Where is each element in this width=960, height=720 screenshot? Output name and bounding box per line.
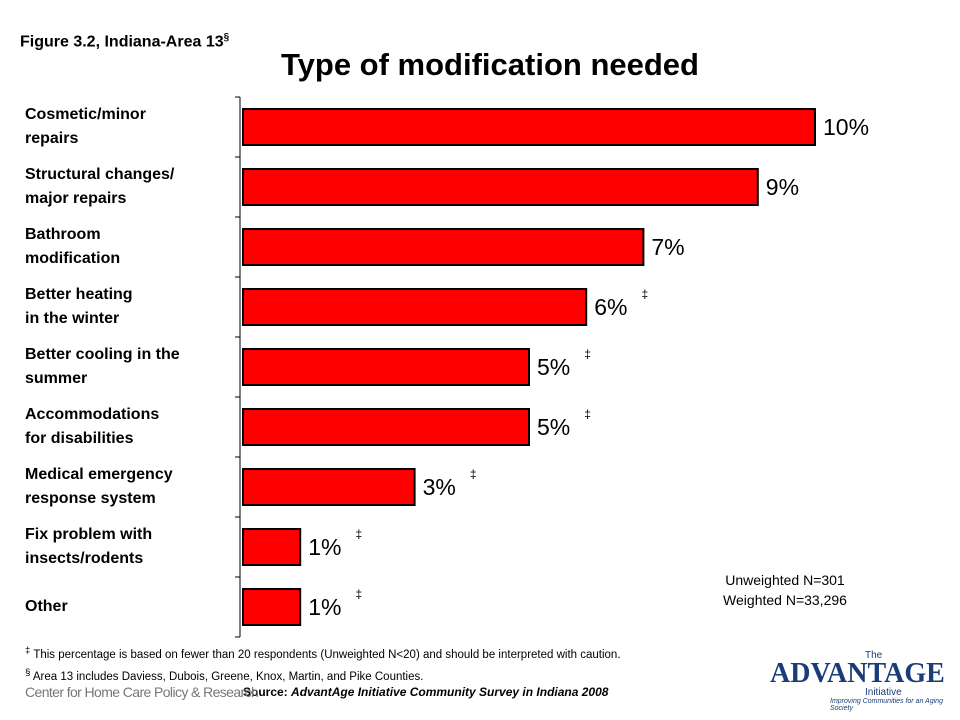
bar xyxy=(242,228,645,266)
value-label: 5% xyxy=(537,414,570,440)
value-note: ‡ xyxy=(584,407,591,421)
value-label: 10% xyxy=(823,114,869,140)
logo-right: The ADVANTAGE Initiative Improving Commu… xyxy=(770,650,950,712)
bar xyxy=(242,528,302,566)
bar xyxy=(242,348,530,386)
category-label: Fix problem with insects/rodents xyxy=(25,526,153,567)
logo-sub: Initiative xyxy=(865,687,902,698)
sample-note: Weighted N=33,296 xyxy=(723,592,847,608)
category-label: Bathroom modification xyxy=(25,226,121,267)
value-note: ‡ xyxy=(355,587,362,601)
logo-pre: The xyxy=(865,650,883,661)
figure-label: Figure 3.2, Indiana-Area 13§ xyxy=(20,32,229,51)
footnote-mark: § xyxy=(25,666,31,678)
value-label: 1% xyxy=(308,534,341,560)
category-label: Accommodations for disabilities xyxy=(25,406,160,447)
footnotes: ‡ This percentage is based on fewer than… xyxy=(25,642,621,686)
bar xyxy=(242,108,816,146)
footnote: § Area 13 includes Daviess, Dubois, Gree… xyxy=(25,664,621,686)
bar xyxy=(242,288,588,326)
value-note: ‡ xyxy=(355,527,362,541)
bar xyxy=(242,588,302,626)
category-label: Medical emergency response system xyxy=(25,466,173,507)
bar xyxy=(242,468,416,506)
logo-tagline: Improving Communities for an Aging Socie… xyxy=(830,698,943,712)
category-label: Other xyxy=(25,598,68,615)
source: Source: AdvantAge Initiative Community S… xyxy=(243,685,608,699)
value-label: 1% xyxy=(308,594,341,620)
footnote: ‡ This percentage is based on fewer than… xyxy=(25,642,621,664)
value-label: 5% xyxy=(537,354,570,380)
category-label: Better cooling in the summer xyxy=(25,346,180,387)
value-label: 9% xyxy=(766,174,799,200)
category-label: Structural changes/ major repairs xyxy=(25,166,175,207)
category-label: Cosmetic/minor repairs xyxy=(25,106,146,147)
bar xyxy=(242,408,530,446)
value-label: 7% xyxy=(651,234,684,260)
sample-note: Unweighted N=301 xyxy=(725,572,845,588)
source-label: Source: xyxy=(243,685,288,699)
chart-title: Type of modification needed xyxy=(281,47,699,82)
bar xyxy=(242,168,759,206)
value-note: ‡ xyxy=(584,347,591,361)
sample-notes: Unweighted N=301 Weighted N=33,296 xyxy=(695,570,875,610)
footnote-text: Area 13 includes Daviess, Dubois, Greene… xyxy=(32,670,424,683)
figure-label-text: Figure 3.2, Indiana-Area 13 xyxy=(20,33,224,51)
figure-mark: § xyxy=(223,32,230,43)
category-label: Better heating in the winter xyxy=(25,286,133,327)
value-note: ‡ xyxy=(470,467,477,481)
value-label: 6% xyxy=(594,294,627,320)
value-note: ‡ xyxy=(641,287,648,301)
logo-left: Center for Home Care Policy & Research xyxy=(25,684,259,700)
value-label: 3% xyxy=(423,474,456,500)
logo-name: ADVANTAGE xyxy=(770,658,945,689)
footnote-mark: ‡ xyxy=(25,645,31,656)
source-text: AdvantAge Initiative Community Survey in… xyxy=(291,685,609,699)
footnote-text: This percentage is based on fewer than 2… xyxy=(33,648,621,661)
